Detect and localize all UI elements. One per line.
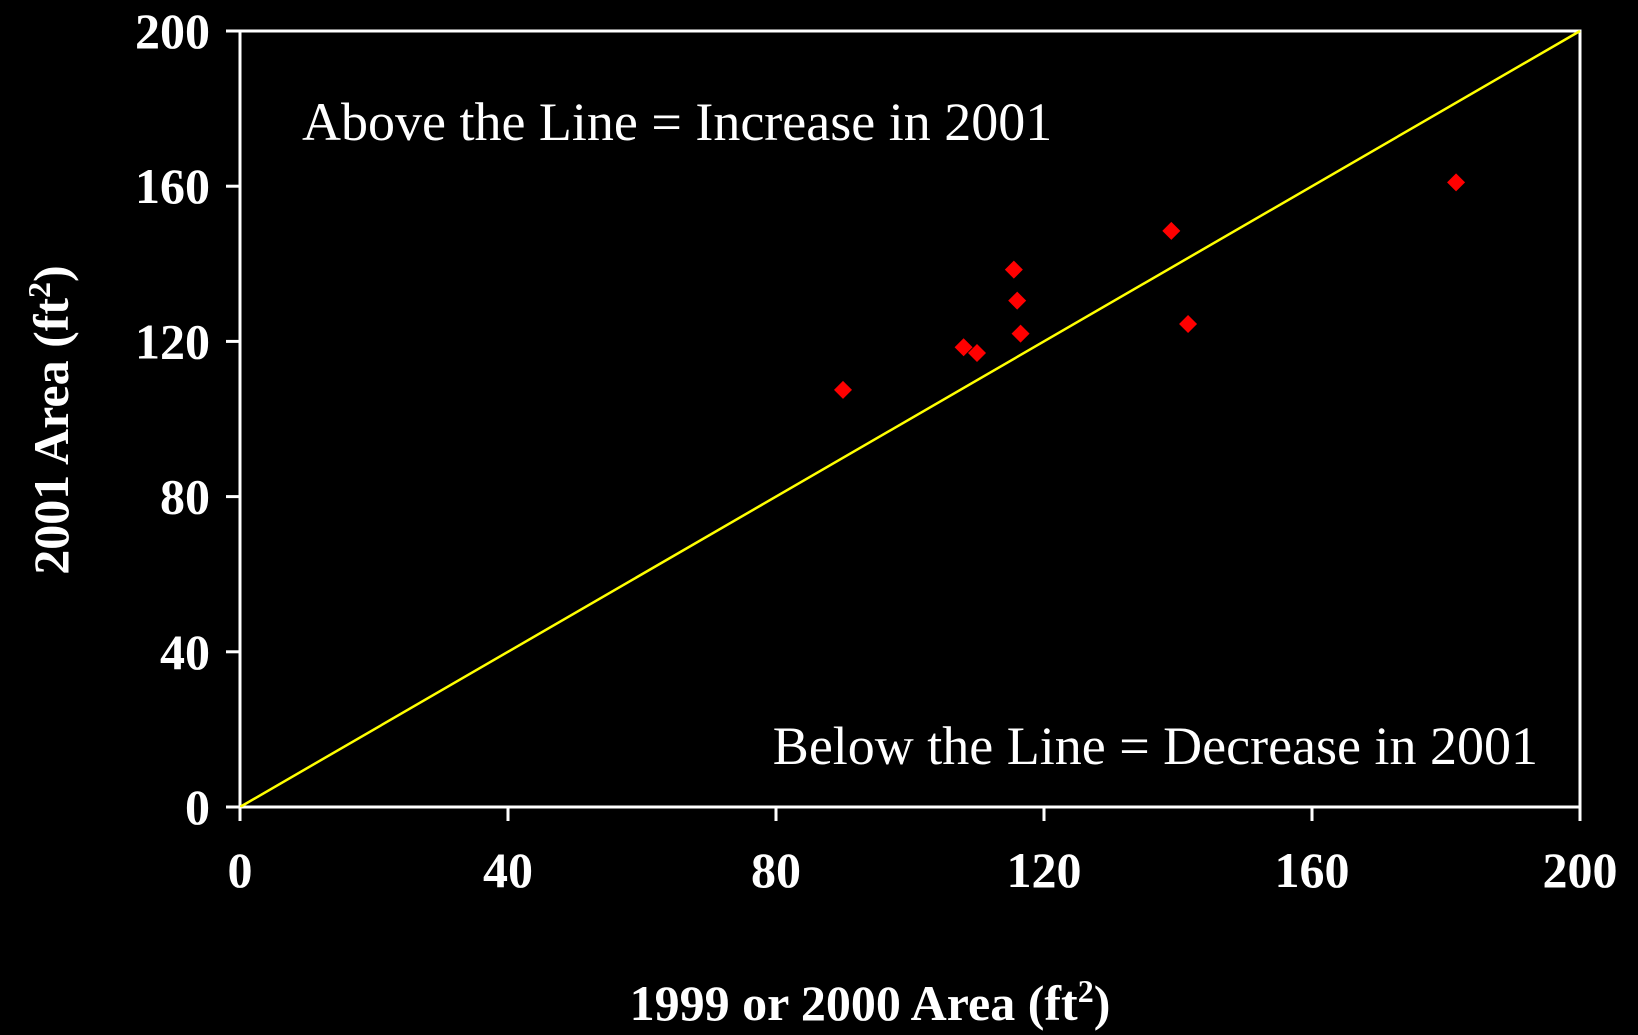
y-tick-label: 120 [135, 313, 210, 369]
y-tick-label: 80 [160, 469, 210, 525]
x-axis-title-sup: 2 [1078, 973, 1094, 1009]
x-axis-title-text: 1999 or 2000 Area (ft [630, 975, 1078, 1031]
y-axis-title-end: ) [23, 265, 79, 282]
data-point [968, 344, 986, 363]
data-point [954, 338, 973, 357]
data-point [1447, 173, 1466, 192]
annotation-above: Above the Line = Increase in 2001 [302, 92, 1052, 152]
reference-line-layer [239, 29, 1581, 809]
y-axis-ticks: 0 40 80 120 160 200 [135, 3, 240, 835]
data-points [834, 173, 1466, 399]
x-tick-label: 120 [1007, 842, 1082, 898]
data-point [1162, 221, 1181, 240]
y-axis-title-sup: 2 [21, 282, 57, 298]
data-point [1179, 314, 1198, 333]
y-tick-label: 200 [135, 3, 210, 59]
x-tick-label: 40 [483, 842, 533, 898]
y-tick-label: 0 [185, 779, 210, 835]
x-tick-label: 80 [751, 842, 801, 898]
x-tick-label: 200 [1543, 842, 1618, 898]
x-tick-label: 160 [1275, 842, 1350, 898]
y-axis-title: 2001 Area (ft2) [21, 265, 79, 574]
plot-border [238, 29, 1582, 809]
data-point [1004, 260, 1023, 279]
x-axis-title-end: ) [1094, 975, 1111, 1031]
x-tick-label: 0 [228, 842, 253, 898]
x-axis-title: 1999 or 2000 Area (ft2) [630, 973, 1111, 1031]
y-tick-label: 40 [160, 624, 210, 680]
data-point [1011, 324, 1030, 343]
y-axis-title-text: 2001 Area (ft [23, 298, 79, 575]
annotation-below: Below the Line = Decrease in 2001 [773, 716, 1538, 776]
plot-area [238, 29, 1582, 809]
y-tick-label: 160 [135, 158, 210, 214]
data-point [834, 380, 852, 399]
reference-line [239, 29, 1581, 809]
x-axis-ticks: 0 40 80 120 160 200 [228, 807, 1618, 898]
data-point [1008, 291, 1027, 310]
